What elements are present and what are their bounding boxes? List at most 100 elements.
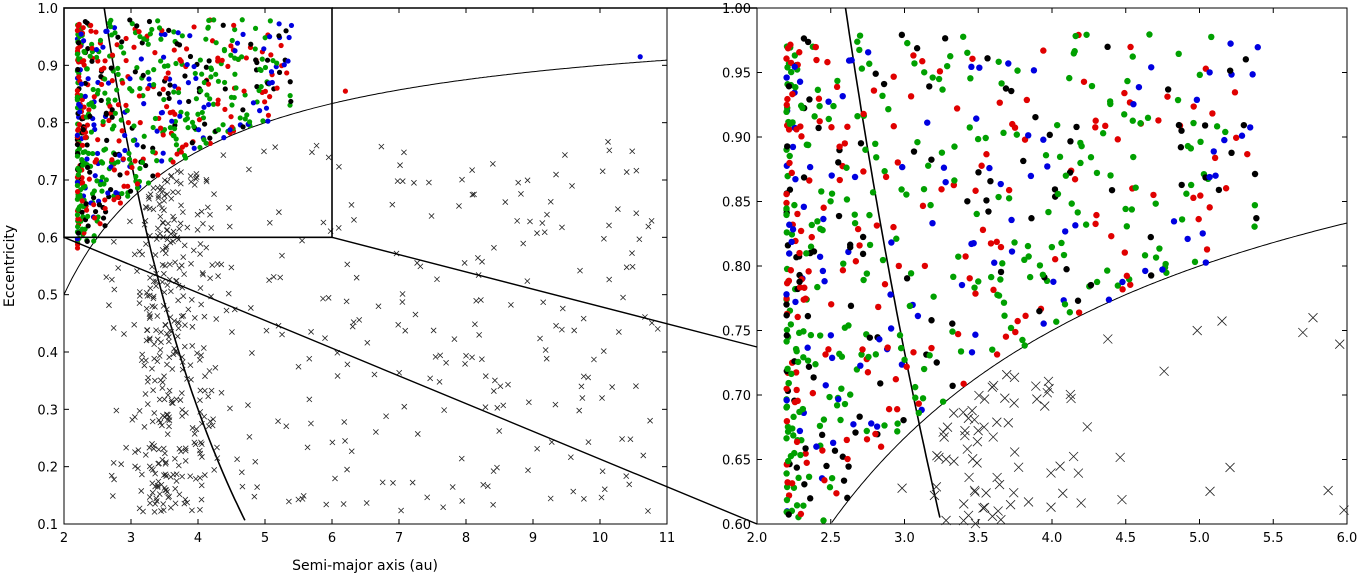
dot-marker [975,169,982,176]
x-marker-stroke [967,454,978,464]
left-y-ticks: 0.10.20.30.40.50.60.70.80.91.0 [37,2,667,533]
right-y-tick-label: 0.85 [722,196,751,211]
dot-marker [820,204,827,211]
dot-marker [987,177,994,185]
dot-marker [847,391,854,398]
x-marker [412,311,419,318]
x-marker [146,292,153,299]
x-marker [159,246,166,253]
dot-marker [830,102,837,110]
x-marker [182,457,189,464]
right-y-tick-label: 0.80 [722,260,751,275]
x-marker-stroke [208,387,215,394]
x-marker-stroke [299,496,306,502]
x-marker [152,303,158,310]
x-marker-stroke [492,377,498,384]
dot-marker [107,24,114,30]
dot-marker [141,101,147,107]
dot-marker [173,142,180,148]
dot-marker [240,107,246,113]
dot-marker [783,301,790,308]
dot-marker [268,52,274,58]
dot-marker [185,80,192,86]
dot-marker [856,413,863,420]
x-marker [194,211,201,218]
x-marker-stroke [154,484,161,491]
dot-marker [104,28,110,34]
dot-marker [783,496,791,504]
dot-marker [898,186,905,193]
x-marker-stroke [1023,497,1034,507]
dot-marker [975,278,982,285]
x-marker-stroke [142,391,149,397]
x-marker [601,235,607,242]
right-y-tick-label: 0.90 [722,131,751,146]
x-marker [1009,447,1020,457]
dot-marker [264,57,271,63]
x-marker-stroke [180,312,187,319]
x-marker [159,261,166,268]
dot-marker [887,325,895,332]
x-marker [199,454,205,460]
dot-marker [854,112,861,120]
dot-marker [783,55,790,62]
dot-marker [814,218,821,225]
x-marker-stroke [121,331,127,337]
dot-marker [804,38,812,46]
x-marker [194,350,200,357]
dot-marker [808,233,815,241]
dot-marker [1175,121,1183,129]
dot-marker [84,122,91,128]
x-marker-stroke [178,202,184,209]
x-marker [609,384,616,390]
dot-marker [833,490,840,497]
dot-marker [247,119,253,125]
dot-marker [825,115,832,123]
dot-marker [938,186,945,193]
dot-marker [791,63,798,70]
dot-marker [904,39,911,47]
x-marker-stroke [201,387,208,394]
dot-marker [879,92,886,100]
x-marker-stroke [136,289,143,295]
x-marker-stroke [118,461,125,468]
x-marker-stroke [181,271,188,278]
x-marker-stroke [135,447,142,454]
x-marker [396,369,403,376]
dot-marker [1008,87,1015,95]
x-marker-stroke [417,263,424,270]
x-marker-stroke [987,511,998,522]
x-marker [399,178,406,185]
dot-marker [77,109,83,115]
dot-marker [919,58,926,65]
x-marker-stroke [201,313,208,320]
x-marker-stroke [537,335,543,342]
left-y-tick-label: 0.8 [37,117,58,132]
x-marker-stroke [543,355,550,362]
x-marker-stroke [176,491,183,498]
dot-marker [229,37,235,44]
x-marker [172,485,179,492]
x-marker [963,413,974,424]
x-marker-stroke [149,480,156,487]
dot-marker [1040,47,1047,54]
x-marker-stroke [970,487,980,497]
x-marker [626,481,633,488]
x-marker [150,185,157,191]
dot-marker [783,190,790,198]
x-marker-stroke [179,366,186,373]
x-marker-stroke [123,444,130,451]
dot-marker [139,40,145,46]
dot-marker [911,383,919,391]
dot-marker [172,111,178,117]
dot-marker [108,65,114,71]
dot-marker [833,83,841,91]
dot-marker [213,71,219,77]
dot-marker [1127,281,1134,288]
x-marker [1009,372,1020,383]
dot-marker [924,119,931,126]
dot-marker [840,260,847,267]
left-perihelion-curve [63,59,668,295]
x-marker-stroke [172,485,179,492]
dot-marker [1023,96,1031,104]
